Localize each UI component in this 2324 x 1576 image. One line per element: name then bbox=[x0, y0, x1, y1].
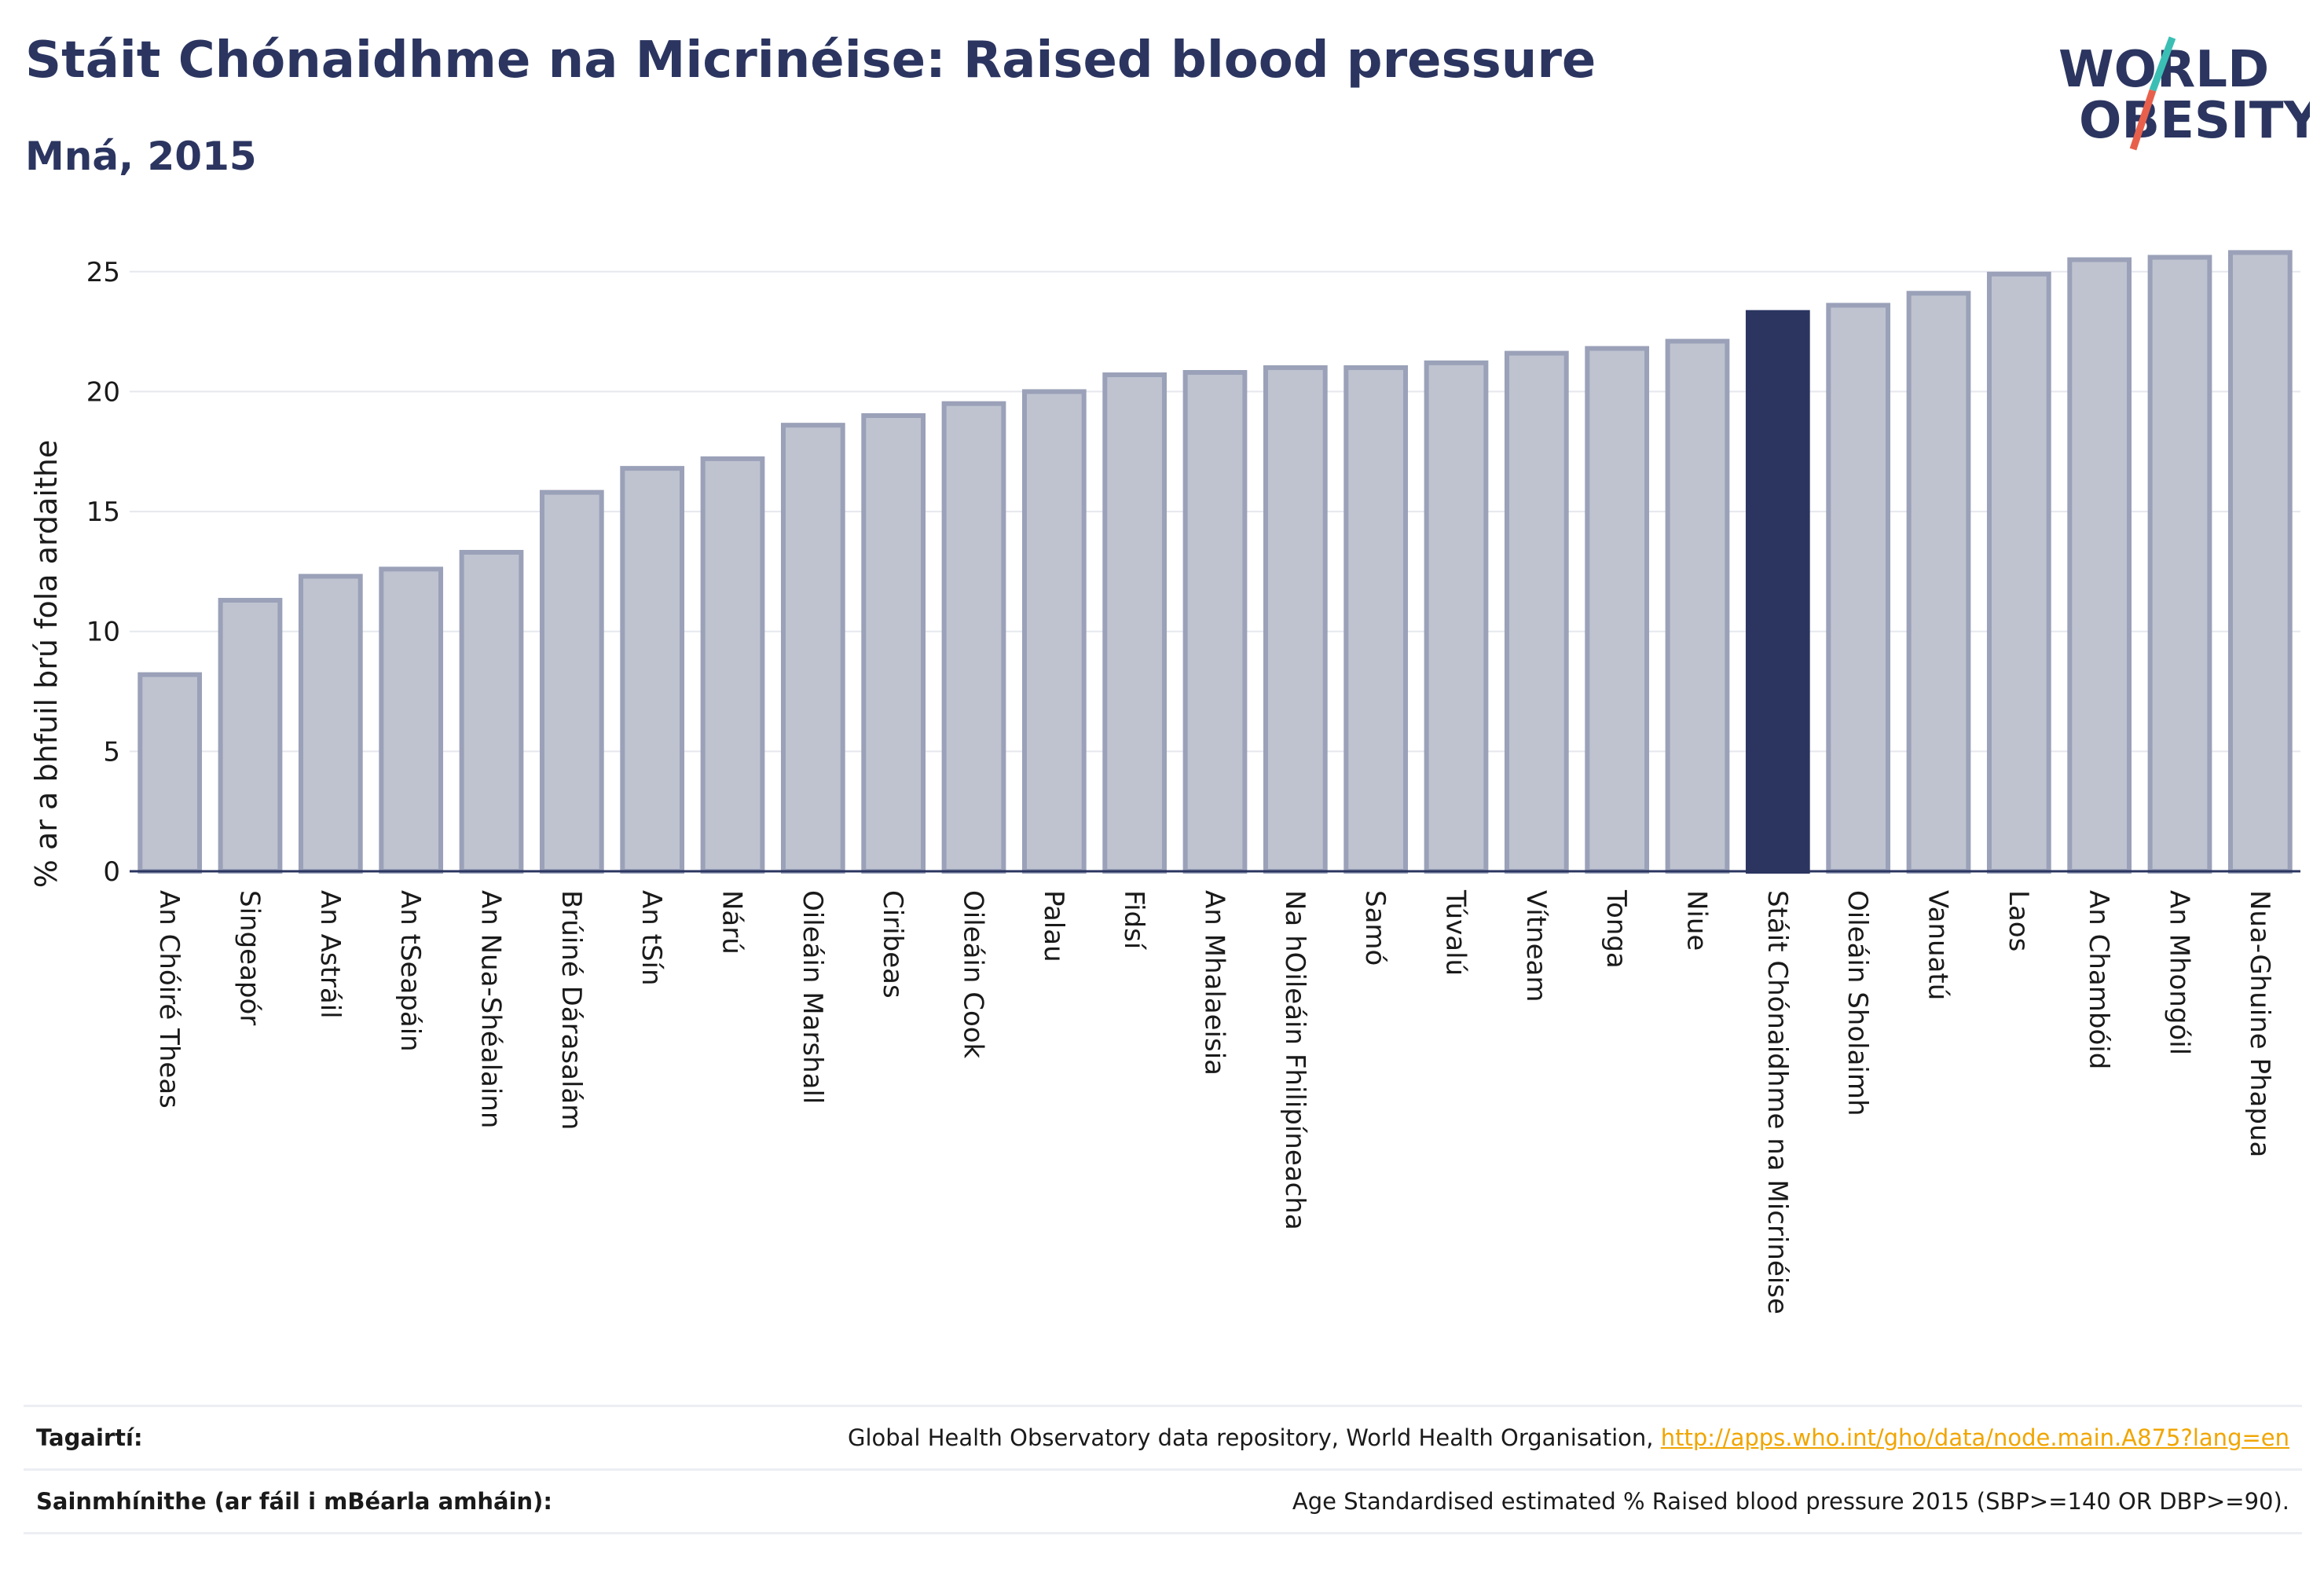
x-tick-label: Oileáin Sholaimh bbox=[1842, 890, 1873, 1116]
x-tick-label: Vanuatú bbox=[1923, 890, 1954, 1000]
y-tick-label: 0 bbox=[103, 856, 120, 888]
x-tick-label: Túvalú bbox=[1440, 889, 1472, 976]
x-tick-label: An Chóiré Theas bbox=[153, 890, 185, 1109]
page-subtitle: Mná, 2015 bbox=[25, 134, 257, 179]
bar[interactable] bbox=[459, 549, 524, 874]
x-tick-label: An tSín bbox=[636, 890, 667, 986]
bar[interactable] bbox=[1906, 291, 1971, 874]
x-tick-label: Samó bbox=[1359, 890, 1391, 966]
y-tick-label: 25 bbox=[86, 257, 120, 288]
bar[interactable] bbox=[700, 456, 765, 874]
x-tick-label: Fidsí bbox=[1118, 890, 1149, 951]
y-tick-label: 15 bbox=[86, 497, 120, 528]
logo-line-2: OBESITY bbox=[2079, 92, 2310, 150]
x-tick-label: An Mhongóil bbox=[2164, 890, 2195, 1055]
x-tick-label: Vítneam bbox=[1520, 890, 1552, 1002]
x-tick-label: Singeapór bbox=[234, 890, 266, 1025]
x-tick-label: An Chambóid bbox=[2083, 890, 2114, 1069]
page-title: Stáit Chónaidhme na Micrinéise: Raised b… bbox=[25, 31, 1596, 90]
bar[interactable] bbox=[620, 466, 685, 874]
bar[interactable] bbox=[1986, 271, 2051, 874]
y-tick-label: 20 bbox=[86, 376, 120, 408]
y-tick-label: 10 bbox=[86, 617, 120, 648]
bar[interactable] bbox=[379, 566, 444, 874]
references-link[interactable]: http://apps.who.int/gho/data/node.main.A… bbox=[1660, 1424, 2289, 1451]
references-row: Tagairtí: Global Health Observatory data… bbox=[24, 1405, 2302, 1468]
y-tick-label: 5 bbox=[103, 736, 120, 768]
x-tick-label: Oileáin Marshall bbox=[797, 890, 828, 1104]
x-tick-label: Nua-Ghuine Phapua bbox=[2244, 890, 2275, 1157]
world-obesity-logo: WORLD OBESITY bbox=[2058, 36, 2310, 151]
references-text: Global Health Observatory data repositor… bbox=[847, 1424, 1661, 1451]
bar[interactable] bbox=[2227, 250, 2293, 874]
bar[interactable] bbox=[780, 423, 845, 874]
references-label: Tagairtí: bbox=[36, 1424, 143, 1451]
bar[interactable] bbox=[539, 489, 604, 874]
x-tick-label: Nárú bbox=[717, 890, 748, 955]
bar[interactable] bbox=[1102, 372, 1167, 874]
definitions-row: Sainmhínithe (ar fáil i mBéarla amháin):… bbox=[24, 1468, 2302, 1534]
bar[interactable] bbox=[1021, 389, 1087, 874]
bar-highlight[interactable] bbox=[1745, 310, 1810, 874]
bar[interactable] bbox=[1665, 339, 1730, 874]
bar[interactable] bbox=[137, 672, 203, 874]
x-tick-label: Brúiné Dárasalám bbox=[555, 890, 587, 1130]
bar[interactable] bbox=[861, 412, 926, 874]
x-tick-label: An Mhalaeisia bbox=[1199, 890, 1230, 1076]
logo-slash-teal bbox=[2149, 36, 2176, 92]
x-tick-label: Stáit Chónaidhme na Micrinéise bbox=[1761, 890, 1793, 1314]
bar[interactable] bbox=[1826, 302, 1891, 874]
x-tick-label: Niue bbox=[1681, 890, 1713, 951]
x-tick-label: Ciribeas bbox=[877, 890, 908, 999]
bar[interactable] bbox=[2067, 257, 2132, 874]
x-tick-label: Na hOileáin Fhilipíneacha bbox=[1279, 890, 1310, 1230]
bar[interactable] bbox=[218, 598, 283, 874]
bar[interactable] bbox=[298, 574, 363, 874]
x-tick-label: Laos bbox=[2003, 890, 2034, 951]
bar-chart: 0 5 10 15 20 25 An Chóiré Theas Singeapór An Ast… bbox=[29, 250, 2300, 1314]
definitions-label: Sainmhínithe (ar fáil i mBéarla amháin): bbox=[36, 1488, 553, 1515]
bar[interactable] bbox=[2147, 255, 2212, 874]
bar[interactable] bbox=[1343, 365, 1409, 874]
x-tick-label: An Nua-Shéalainn bbox=[475, 890, 507, 1128]
bar[interactable] bbox=[941, 401, 1006, 874]
bar[interactable] bbox=[1424, 360, 1489, 874]
x-tick-label: An tSeapáin bbox=[394, 890, 426, 1052]
definitions-value: Age Standardised estimated % Raised bloo… bbox=[1292, 1488, 2289, 1515]
axes: 0 5 10 15 20 25 An Chóiré Theas Singeapór An Ast… bbox=[86, 257, 2300, 1314]
bar[interactable] bbox=[1504, 350, 1569, 874]
x-tick-label: Tonga bbox=[1600, 889, 1632, 969]
references-value: Global Health Observatory data repositor… bbox=[848, 1424, 2289, 1451]
bar[interactable] bbox=[1182, 370, 1248, 874]
bar[interactable] bbox=[1263, 365, 1328, 874]
x-tick-label: An Astráil bbox=[314, 890, 346, 1019]
bar[interactable] bbox=[1585, 346, 1650, 874]
bars bbox=[137, 250, 2293, 874]
y-axis-title: % ar a bhfuil brú fola ardaithe bbox=[29, 440, 64, 888]
x-tick-label: Oileáin Cook bbox=[958, 890, 989, 1059]
logo-slash-red bbox=[2129, 89, 2157, 151]
x-tick-label: Palau bbox=[1038, 890, 1069, 962]
